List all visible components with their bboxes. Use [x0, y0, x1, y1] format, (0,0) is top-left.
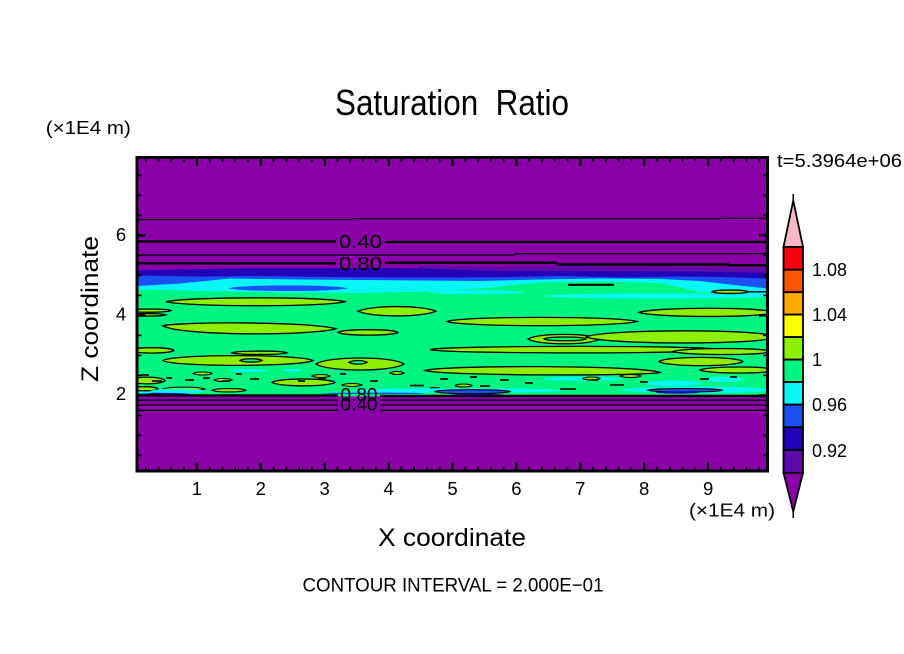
- svg-text:0.40: 0.40: [341, 394, 378, 415]
- svg-text:0.96: 0.96: [812, 395, 847, 415]
- svg-text:(×1E4 m): (×1E4 m): [46, 117, 131, 138]
- svg-text:1: 1: [812, 350, 822, 370]
- svg-text:8: 8: [639, 478, 649, 499]
- svg-text:9: 9: [703, 478, 713, 499]
- svg-text:X coordinate: X coordinate: [378, 524, 526, 552]
- svg-text:1.04: 1.04: [812, 305, 847, 325]
- svg-text:2: 2: [116, 383, 126, 404]
- svg-text:t=5.3964e+06: t=5.3964e+06: [777, 151, 902, 171]
- svg-text:4: 4: [116, 303, 126, 324]
- svg-text:Z coordinate: Z coordinate: [77, 236, 104, 382]
- svg-text:0.40: 0.40: [339, 231, 382, 252]
- svg-text:0.80: 0.80: [339, 253, 382, 274]
- svg-text:6: 6: [511, 478, 521, 499]
- svg-text:CONTOUR INTERVAL = 2.000E−01: CONTOUR INTERVAL = 2.000E−01: [303, 575, 604, 597]
- svg-text:7: 7: [575, 478, 585, 499]
- svg-text:(×1E4 m): (×1E4 m): [689, 500, 775, 521]
- svg-text:Saturation Ratio: Saturation Ratio: [335, 82, 569, 123]
- svg-text:4: 4: [383, 478, 393, 499]
- svg-text:1: 1: [192, 478, 202, 499]
- svg-text:0.92: 0.92: [812, 441, 847, 461]
- svg-text:3: 3: [320, 478, 330, 499]
- svg-text:6: 6: [116, 224, 126, 245]
- svg-text:5: 5: [447, 478, 457, 499]
- svg-text:2: 2: [256, 478, 266, 499]
- svg-text:0.80: 0.80: [341, 384, 378, 405]
- svg-text:1.08: 1.08: [812, 260, 847, 280]
